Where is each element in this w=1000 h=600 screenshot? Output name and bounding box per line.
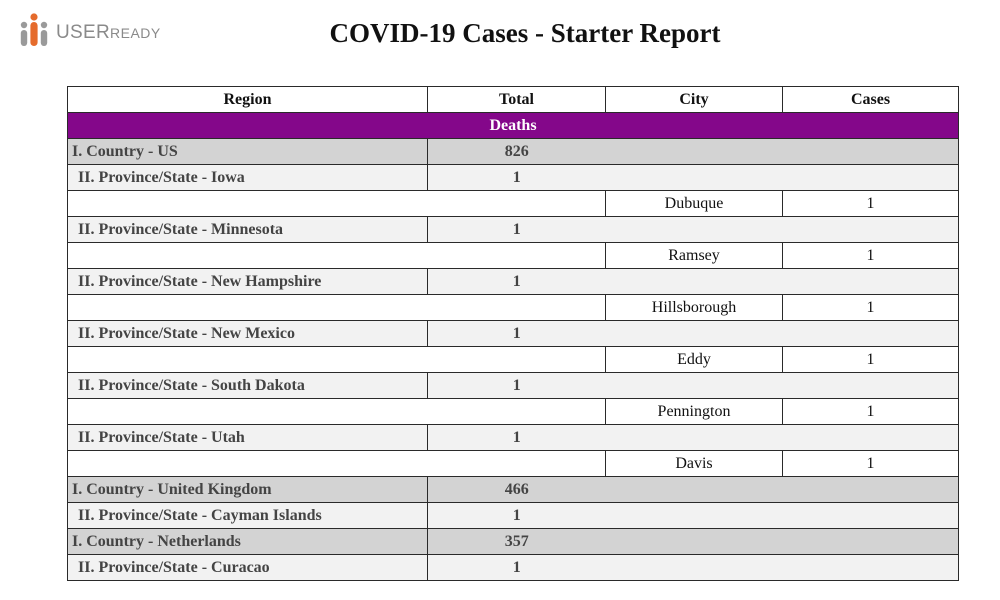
city-cases: 1 xyxy=(782,294,959,321)
province-label: II. Province/State - South Dakota xyxy=(67,372,428,399)
province-spacer xyxy=(605,502,959,529)
header-region: Region xyxy=(67,86,428,113)
city-name: Eddy xyxy=(605,346,783,373)
province-row: II. Province/State - Cayman Islands 1 xyxy=(67,502,959,529)
province-spacer xyxy=(605,424,959,451)
province-spacer xyxy=(605,554,959,581)
province-total: 1 xyxy=(427,164,606,191)
city-cases: 1 xyxy=(782,190,959,217)
country-spacer xyxy=(605,476,959,503)
city-name: Dubuque xyxy=(605,190,783,217)
header-city: City xyxy=(605,86,783,113)
province-total: 1 xyxy=(427,320,606,347)
province-label: II. Province/State - New Hampshire xyxy=(67,268,428,295)
report-title: COVID-19 Cases - Starter Report xyxy=(329,18,721,48)
province-label: II. Province/State - Utah xyxy=(67,424,428,451)
city-cases: 1 xyxy=(782,398,959,425)
section-row: Deaths xyxy=(67,112,959,139)
country-label: I. Country - US xyxy=(67,138,428,165)
header-cases: Cases xyxy=(782,86,959,113)
logo-wordmark: USERREADY xyxy=(56,22,161,43)
province-row: II. Province/State - Iowa 1 xyxy=(67,164,959,191)
logo-mark-icon xyxy=(20,13,48,46)
section-label: Deaths xyxy=(67,112,959,139)
city-name: Ramsey xyxy=(605,242,783,269)
city-spacer xyxy=(67,190,606,217)
province-total: 1 xyxy=(427,424,606,451)
country-row: I. Country - US 826 xyxy=(67,138,959,165)
country-total: 357 xyxy=(427,528,606,555)
province-spacer xyxy=(605,320,959,347)
country-spacer xyxy=(605,138,959,165)
province-label: II. Province/State - Iowa xyxy=(67,164,428,191)
city-row: Eddy 1 xyxy=(67,346,959,373)
country-row: I. Country - United Kingdom 466 xyxy=(67,476,959,503)
city-spacer xyxy=(67,346,606,373)
city-cases: 1 xyxy=(782,346,959,373)
city-row: Hillsborough 1 xyxy=(67,294,959,321)
country-label: I. Country - United Kingdom xyxy=(67,476,428,503)
province-label: II. Province/State - New Mexico xyxy=(67,320,428,347)
header-total: Total xyxy=(427,86,606,113)
city-name: Pennington xyxy=(605,398,783,425)
city-spacer xyxy=(67,398,606,425)
country-total: 466 xyxy=(427,476,606,503)
province-total: 1 xyxy=(427,372,606,399)
province-row: II. Province/State - Utah 1 xyxy=(67,424,959,451)
province-label: II. Province/State - Cayman Islands xyxy=(67,502,428,529)
province-total: 1 xyxy=(427,216,606,243)
province-row: II. Province/State - Minnesota 1 xyxy=(67,216,959,243)
province-label: II. Province/State - Curacao xyxy=(67,554,428,581)
city-name: Davis xyxy=(605,450,783,477)
country-total: 826 xyxy=(427,138,606,165)
report-table: Region Total City Cases Deaths I. Countr… xyxy=(67,86,959,581)
country-row: I. Country - Netherlands 357 xyxy=(67,528,959,555)
province-spacer xyxy=(605,268,959,295)
province-row: II. Province/State - New Hampshire 1 xyxy=(67,268,959,295)
city-spacer xyxy=(67,450,606,477)
city-name: Hillsborough xyxy=(605,294,783,321)
province-spacer xyxy=(605,216,959,243)
city-row: Pennington 1 xyxy=(67,398,959,425)
country-spacer xyxy=(605,528,959,555)
country-label: I. Country - Netherlands xyxy=(67,528,428,555)
city-spacer xyxy=(67,294,606,321)
header-row: Region Total City Cases xyxy=(67,86,959,113)
brand-logo: USERREADY xyxy=(18,10,161,50)
city-cases: 1 xyxy=(782,242,959,269)
province-row: II. Province/State - Curacao 1 xyxy=(67,554,959,581)
city-spacer xyxy=(67,242,606,269)
province-total: 1 xyxy=(427,502,606,529)
province-total: 1 xyxy=(427,554,606,581)
province-label: II. Province/State - Minnesota xyxy=(67,216,428,243)
province-spacer xyxy=(605,372,959,399)
province-total: 1 xyxy=(427,268,606,295)
city-row: Davis 1 xyxy=(67,450,959,477)
city-row: Dubuque 1 xyxy=(67,190,959,217)
city-cases: 1 xyxy=(782,450,959,477)
province-row: II. Province/State - New Mexico 1 xyxy=(67,320,959,347)
province-spacer xyxy=(605,164,959,191)
province-row: II. Province/State - South Dakota 1 xyxy=(67,372,959,399)
city-row: Ramsey 1 xyxy=(67,242,959,269)
